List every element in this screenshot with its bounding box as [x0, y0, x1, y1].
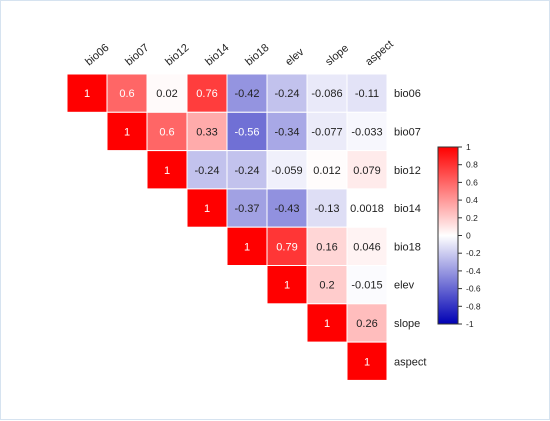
cell-bio12-bio14 [186, 150, 228, 190]
cell-value-bio18-aspect: 0.046 [353, 241, 381, 253]
cell-bio12-bio12 [146, 150, 188, 190]
colorbar-tick-label: -0.6 [466, 284, 481, 294]
cell-value-bio06-bio12: 0.02 [156, 88, 177, 100]
colorbar-tick-label: -0.4 [466, 266, 481, 276]
cell-value-bio07-bio12: 0.6 [159, 126, 174, 138]
cell-value-aspect-aspect: 1 [364, 356, 370, 368]
colorbar-tick-label: 0.2 [466, 213, 478, 223]
cell-bio14-bio14 [186, 188, 228, 228]
cell-value-bio06-bio14: 0.76 [196, 88, 217, 100]
cell-value-elev-aspect: -0.015 [351, 280, 382, 292]
cell-value-bio06-bio07: 0.6 [119, 88, 134, 100]
right-axis-labels: bio06 bio07 bio12 bio14 bio18 elev slope aspect [394, 88, 426, 368]
right-label-elev: elev [394, 280, 415, 292]
cell-bio14-aspect [346, 188, 388, 228]
colorbar-tick-label: 1 [466, 142, 471, 152]
top-label-bio12: bio12 [163, 42, 191, 68]
colorbar-tick-label: -0.2 [466, 248, 481, 258]
right-label-bio12: bio12 [394, 165, 421, 177]
cell-value-elev-elev: 1 [284, 280, 290, 292]
top-label-elev: elev [283, 46, 307, 68]
cell-value-bio14-slope: -0.13 [314, 203, 339, 215]
top-axis-labels: bio06 bio07 bio12 bio14 bio18 elev slope aspect [83, 38, 396, 68]
cell-bio06-elev [266, 73, 308, 113]
cell-value-bio12-elev: -0.059 [271, 165, 302, 177]
cell-bio06-aspect [346, 73, 388, 113]
cell-value-bio06-aspect: -0.11 [355, 88, 379, 100]
cell-bio18-slope [306, 226, 348, 266]
cell-slope-slope [306, 303, 348, 343]
colorbar-tick-label: 0.6 [466, 177, 478, 187]
cell-value-bio07-bio07: 1 [124, 126, 130, 138]
cell-value-bio18-elev: 0.79 [276, 241, 297, 253]
cell-value-slope-aspect: 0.26 [356, 318, 377, 330]
cell-value-bio14-elev: -0.43 [274, 203, 299, 215]
cell-value-bio07-slope: -0.077 [311, 126, 342, 138]
cell-value-bio14-bio18: -0.37 [234, 203, 259, 215]
cell-value-bio06-slope: -0.086 [311, 88, 342, 100]
cell-elev-elev [266, 265, 308, 305]
cell-value-bio12-bio14: -0.24 [194, 165, 219, 177]
top-label-bio18: bio18 [243, 42, 271, 68]
cell-bio07-slope [306, 111, 348, 152]
cell-value-bio12-bio12: 1 [164, 165, 170, 177]
cell-value-bio07-bio18: -0.56 [234, 126, 259, 138]
top-label-aspect: aspect [363, 38, 396, 68]
colorbar-tick-label: 0.4 [466, 195, 478, 205]
cell-elev-aspect [346, 265, 388, 305]
top-label-bio06: bio06 [83, 42, 111, 68]
cell-bio18-elev [266, 226, 308, 266]
top-label-bio07: bio07 [123, 42, 151, 68]
colorbar-tick-label: -0.8 [466, 301, 481, 311]
cell-value-slope-slope: 1 [324, 318, 330, 330]
cell-bio07-bio07 [106, 111, 148, 152]
cell-value-bio07-elev: -0.34 [274, 126, 299, 138]
right-label-aspect: aspect [394, 356, 426, 368]
cell-value-bio06-elev: -0.24 [274, 88, 299, 100]
cell-bio12-aspect [346, 150, 388, 190]
cell-bio18-aspect [346, 226, 388, 266]
cell-bio06-bio06 [66, 73, 108, 113]
cell-value-bio07-aspect: -0.033 [351, 126, 382, 138]
cell-bio07-bio12 [146, 111, 188, 152]
cell-bio12-elev [266, 150, 308, 190]
cell-bio12-slope [306, 150, 348, 190]
colorbar-tick-label: 0 [466, 231, 471, 241]
cell-value-bio14-aspect: 0.0018 [350, 203, 384, 215]
right-label-bio07: bio07 [394, 126, 421, 138]
cell-value-bio18-slope: 0.16 [316, 241, 337, 253]
cell-value-bio14-bio14: 1 [204, 203, 210, 215]
cell-bio12-bio18 [226, 150, 268, 190]
cell-bio06-bio07 [106, 73, 148, 113]
colorbar-tick-label: -1 [466, 319, 474, 329]
cell-value-bio12-aspect: 0.079 [353, 165, 381, 177]
cell-value-bio06-bio18: -0.42 [234, 88, 259, 100]
cell-aspect-aspect [346, 341, 388, 381]
cell-bio14-bio18 [226, 188, 268, 228]
cell-value-bio12-bio18: -0.24 [234, 165, 259, 177]
right-label-bio18: bio18 [394, 241, 421, 253]
right-label-bio06: bio06 [394, 88, 421, 100]
cell-bio18-bio18 [226, 226, 268, 266]
cell-bio07-bio18 [226, 111, 268, 152]
cell-value-bio07-bio14: 0.33 [196, 126, 217, 138]
right-label-slope: slope [394, 318, 420, 330]
heatmap-cells: 1 0.6 0.02 0.76 -0.42 -0.24 -0.086 -0.11 1 0.6 0.3… [66, 73, 388, 381]
cell-value-elev-slope: 0.2 [319, 280, 334, 292]
right-label-bio14: bio14 [394, 203, 421, 215]
top-label-slope: slope [323, 42, 351, 68]
colorbar-gradient [437, 146, 459, 325]
cell-value-bio06-bio06: 1 [84, 88, 90, 100]
colorbar: 1 0.8 0.6 0.4 0.2 0 -0.2 -0.4 -0.6 -0.8 -1 [437, 142, 481, 329]
colorbar-tick-label: 0.8 [466, 160, 478, 170]
cell-value-bio12-slope: 0.012 [313, 165, 341, 177]
top-label-bio14: bio14 [203, 42, 231, 68]
cell-value-bio18-bio18: 1 [244, 241, 250, 253]
